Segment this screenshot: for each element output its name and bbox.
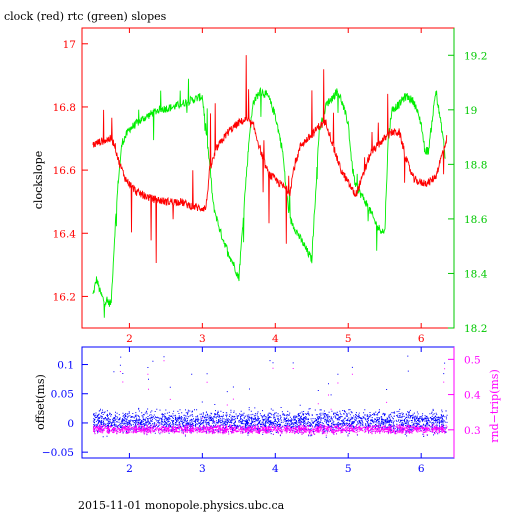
chart-title: clock (red) rtc (green) slopes [4,10,167,23]
bottom-xtick-label: 6 [418,463,425,475]
bottom-plot-area [92,355,448,438]
top-xtick-label: 2 [126,333,133,345]
top-ytick-label: 16.4 [53,228,77,240]
rndtrip-points [92,360,448,436]
top-frame [81,27,455,329]
top-axes: 2 3 4 5 6 16.2 16.4 16.6 16.8 17 18.2 18.4 18.6 18.8 1… [53,28,488,345]
top-y2tick-label: 18.4 [464,268,488,280]
bottom-ytick-label: 0 [67,418,74,430]
top-ytick-label: 16.8 [53,102,76,114]
bottom-panel: 2 3 4 5 6 −0.05 0 0.05 0.1 0.3 0.4 0.5 offset(ms) r… [34,346,501,475]
bottom-ylabel: offset(ms) [34,374,47,430]
top-y2tick-label: 19 [464,105,477,117]
offset-points [92,355,448,438]
top-xtick-label: 6 [418,333,425,345]
bottom-y2tick-label: 0.4 [464,390,481,402]
bottom-ytick-label: 0.1 [57,360,74,372]
top-xtick-label: 5 [345,333,352,345]
top-ytick-label: 17 [63,39,76,51]
rtc-slope-line [92,78,446,318]
bottom-frame [81,346,455,459]
top-panel: 2 3 4 5 6 16.2 16.4 16.6 16.8 17 18.2 18.4 18.6 18.8 1… [32,27,488,345]
bottom-xtick-label: 2 [126,463,133,475]
footer-text: 2015-11-01 monopole.physics.ubc.ca [78,499,285,512]
bottom-axes: 2 3 4 5 6 −0.05 0 0.05 0.1 0.3 0.4 0.5 [42,347,481,475]
top-plot-area [92,55,448,318]
top-y2tick-label: 19.2 [464,50,487,62]
top-xtick-label: 4 [272,333,279,345]
top-y2tick-label: 18.2 [464,323,487,335]
clock-slope-line [92,55,448,264]
bottom-xtick-label: 3 [199,463,206,475]
bottom-xtick-label: 4 [272,463,279,475]
bottom-ytick-label: −0.05 [42,447,74,459]
top-ylabel: clockslope [32,151,45,209]
bottom-ytick-label: 0.05 [51,389,74,401]
bottom-y2label: rnd−trip(ms) [488,369,501,443]
bottom-y2tick-label: 0.5 [464,354,481,366]
top-xtick-label: 3 [199,333,206,345]
top-y2tick-label: 18.6 [464,214,488,226]
top-ytick-label: 16.2 [53,291,76,303]
bottom-xtick-label: 5 [345,463,352,475]
bottom-y2tick-label: 0.3 [464,425,481,437]
top-ytick-label: 16.6 [53,165,77,177]
top-y2tick-label: 18.8 [464,159,487,171]
